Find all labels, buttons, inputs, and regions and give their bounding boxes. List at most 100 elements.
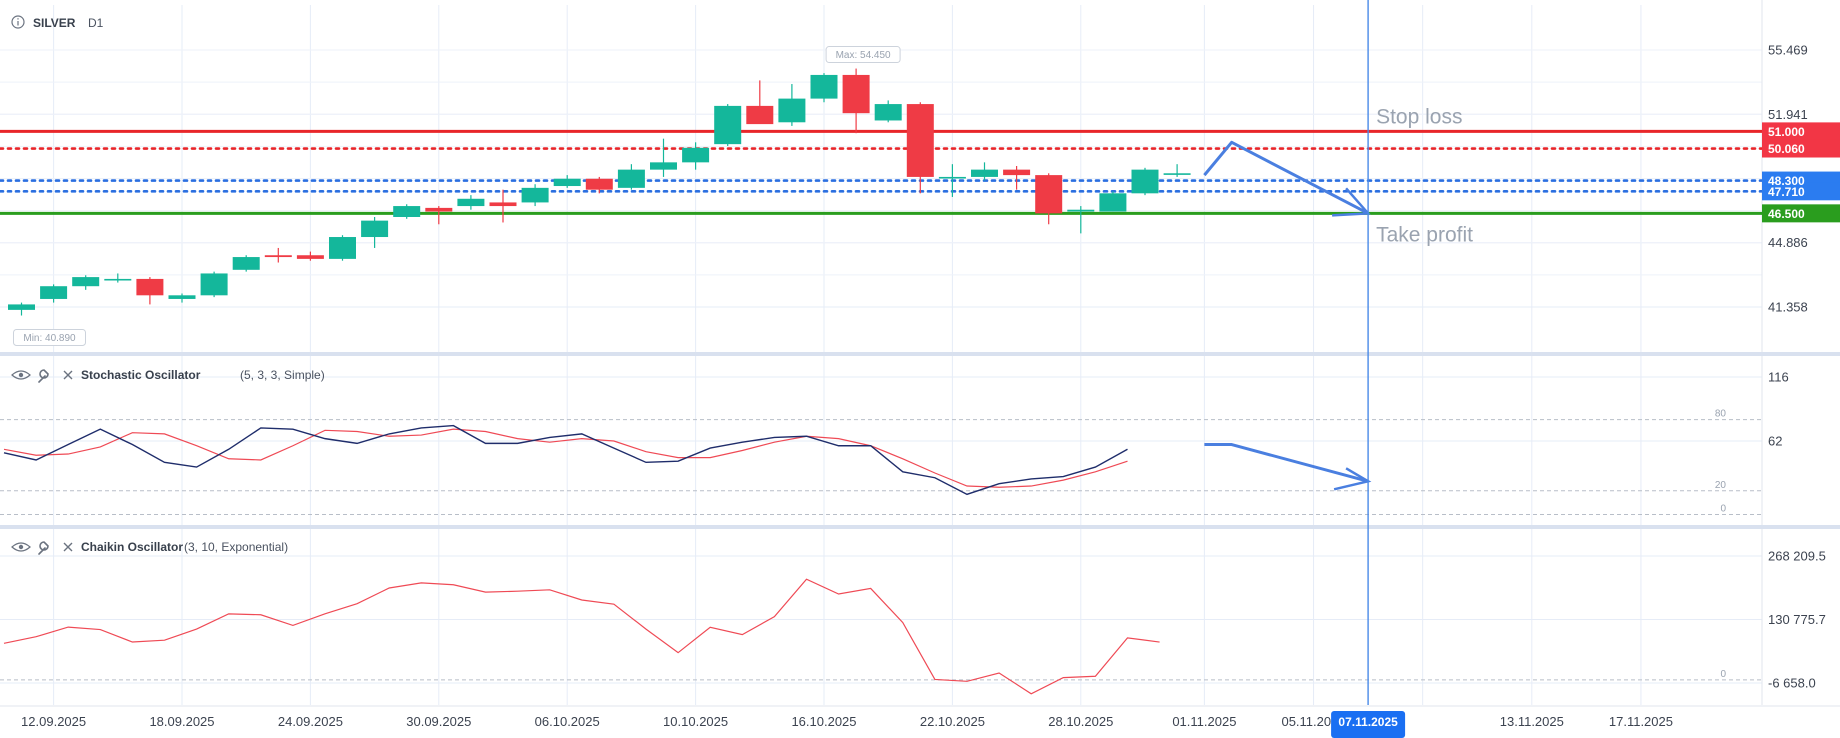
- time-tick-label: 01.11.2025: [1172, 714, 1236, 729]
- stochastic-forecast-arrowhead: [1333, 467, 1372, 491]
- candle-down: [746, 105, 774, 125]
- candle-up: [1067, 209, 1095, 212]
- pane-separator[interactable]: [0, 525, 1840, 529]
- stochastic-params: (5, 3, 3, Simple): [240, 368, 325, 382]
- price-tick-label: 41.358: [1768, 300, 1808, 315]
- close-icon[interactable]: [63, 370, 73, 380]
- annotations[interactable]: Stop loss Take profit: [1203, 105, 1473, 246]
- chaikin-params: (3, 10, Exponential): [184, 540, 288, 554]
- candle-down: [136, 278, 164, 296]
- candle-up: [457, 198, 485, 207]
- min-label-box: [13, 329, 86, 347]
- pane-separator[interactable]: [0, 352, 1840, 356]
- price-level-badge-label: 47.710: [1768, 185, 1805, 199]
- pane-separators[interactable]: [0, 352, 1840, 529]
- min-label: Min: 40.890: [23, 333, 76, 344]
- candle-up: [329, 237, 356, 259]
- cursor-date-badge[interactable]: [1331, 711, 1406, 738]
- price-levels[interactable]: [0, 129, 1764, 215]
- time-tick-label: 18.09.2025: [149, 714, 214, 729]
- max-label: Max: 54.450: [836, 50, 891, 61]
- chaikin-title: Chaikin Oscillator: [81, 540, 183, 554]
- eye-icon[interactable]: [11, 542, 31, 552]
- candle-up: [874, 104, 902, 121]
- candle-up: [200, 273, 228, 296]
- candle-up: [361, 220, 389, 238]
- stochastic-axis: 116 62 80 20 0: [1715, 370, 1789, 515]
- candle-up: [938, 176, 966, 179]
- chaikin-axis: 268 209.5 130 775.7 -6 658.0 0: [1720, 549, 1825, 691]
- candle-up: [40, 286, 68, 299]
- timeframe-label: D1: [88, 16, 104, 30]
- chaikin-tick-label: 268 209.5: [1768, 549, 1826, 564]
- take-profit-label[interactable]: Take profit: [1376, 223, 1473, 246]
- symbol-label: SILVER: [33, 16, 76, 30]
- candle-up: [714, 105, 742, 145]
- price-level-badge-label: 50.060: [1768, 142, 1805, 156]
- info-icon[interactable]: [11, 15, 25, 29]
- candle-down: [296, 255, 324, 259]
- price-level-badge[interactable]: [1762, 122, 1840, 141]
- time-tick-label: 10.10.2025: [663, 714, 728, 729]
- price-level-badge[interactable]: [1762, 204, 1840, 223]
- time-axis[interactable]: 12.09.2025 18.09.2025 24.09.2025 30.09.2025…: [21, 711, 1673, 738]
- chaikin-series: [0, 578, 1762, 695]
- candle-down: [585, 178, 613, 190]
- candle-down: [425, 207, 453, 212]
- wrench-icon[interactable]: [38, 369, 49, 383]
- candle-up: [8, 304, 35, 310]
- chaikin-line: [3, 578, 1160, 695]
- time-tick-label: 06.10.2025: [535, 714, 600, 729]
- time-tick-label: 28.10.2025: [1048, 714, 1113, 729]
- candle-down: [1003, 169, 1031, 176]
- candle-up: [1131, 169, 1159, 194]
- candle-up: [650, 162, 677, 170]
- candle-up: [1163, 173, 1191, 175]
- candle-down: [489, 202, 517, 207]
- stochastic-k-line: [3, 424, 1128, 496]
- price-level-badge[interactable]: [1762, 182, 1840, 201]
- candles: [8, 68, 1191, 316]
- price-tick-label: 55.469: [1768, 43, 1808, 58]
- candle-up: [971, 169, 998, 177]
- stochastic-forecast-arrow: [1204, 443, 1369, 483]
- stochastic-tick-label: 62: [1768, 434, 1782, 449]
- stochastic-level-label: 80: [1715, 409, 1727, 420]
- stochastic-d-line: [3, 428, 1128, 488]
- time-tick-label: 22.10.2025: [920, 714, 985, 729]
- chaikin-level-label: 0: [1720, 669, 1726, 680]
- forecast-arrow[interactable]: [1203, 140, 1369, 215]
- candle-up: [553, 178, 581, 187]
- candle-up: [521, 187, 549, 203]
- price-axis[interactable]: 55.469 51.941 44.886 41.358 51.000 50.060 48.3…: [1762, 43, 1840, 315]
- time-tick-label: 05.11.2025: [1281, 714, 1345, 729]
- eye-icon[interactable]: [11, 370, 31, 380]
- close-icon[interactable]: [63, 542, 73, 552]
- price-level-badge-label: 46.500: [1768, 207, 1805, 221]
- cursor-date-label: 07.11.2025: [1338, 715, 1398, 729]
- stochastic-level-label: 20: [1715, 480, 1727, 491]
- price-level-badge-label: 51.000: [1768, 125, 1805, 139]
- time-tick-label: 24.09.2025: [278, 714, 343, 729]
- candle-up: [232, 257, 260, 270]
- main-pane-header: SILVER D1: [11, 15, 104, 30]
- wrench-icon[interactable]: [38, 541, 49, 555]
- candle-up: [72, 277, 100, 287]
- stop-loss-label[interactable]: Stop loss: [1376, 105, 1462, 128]
- time-tick-label: 17.11.2025: [1609, 714, 1673, 729]
- candle-up: [810, 74, 838, 99]
- chaikin-tick-label: -6 658.0: [1768, 676, 1816, 691]
- candle-up: [393, 206, 421, 217]
- price-level-badge[interactable]: [1762, 139, 1840, 158]
- candle-down: [1035, 175, 1063, 214]
- max-min-labels: Max: 54.450 Min: 40.890: [13, 46, 901, 347]
- candle-down: [906, 104, 934, 177]
- stochastic-series: [0, 419, 1762, 515]
- stochastic-tick-label: 116: [1768, 370, 1789, 385]
- candle-up: [1099, 193, 1127, 212]
- price-tick-label: 51.941: [1768, 107, 1808, 122]
- stochastic-title: Stochastic Oscillator: [81, 368, 201, 382]
- candle-up: [682, 147, 710, 163]
- chaikin-pane-header: Chaikin Oscillator (3, 10, Exponential): [11, 540, 288, 555]
